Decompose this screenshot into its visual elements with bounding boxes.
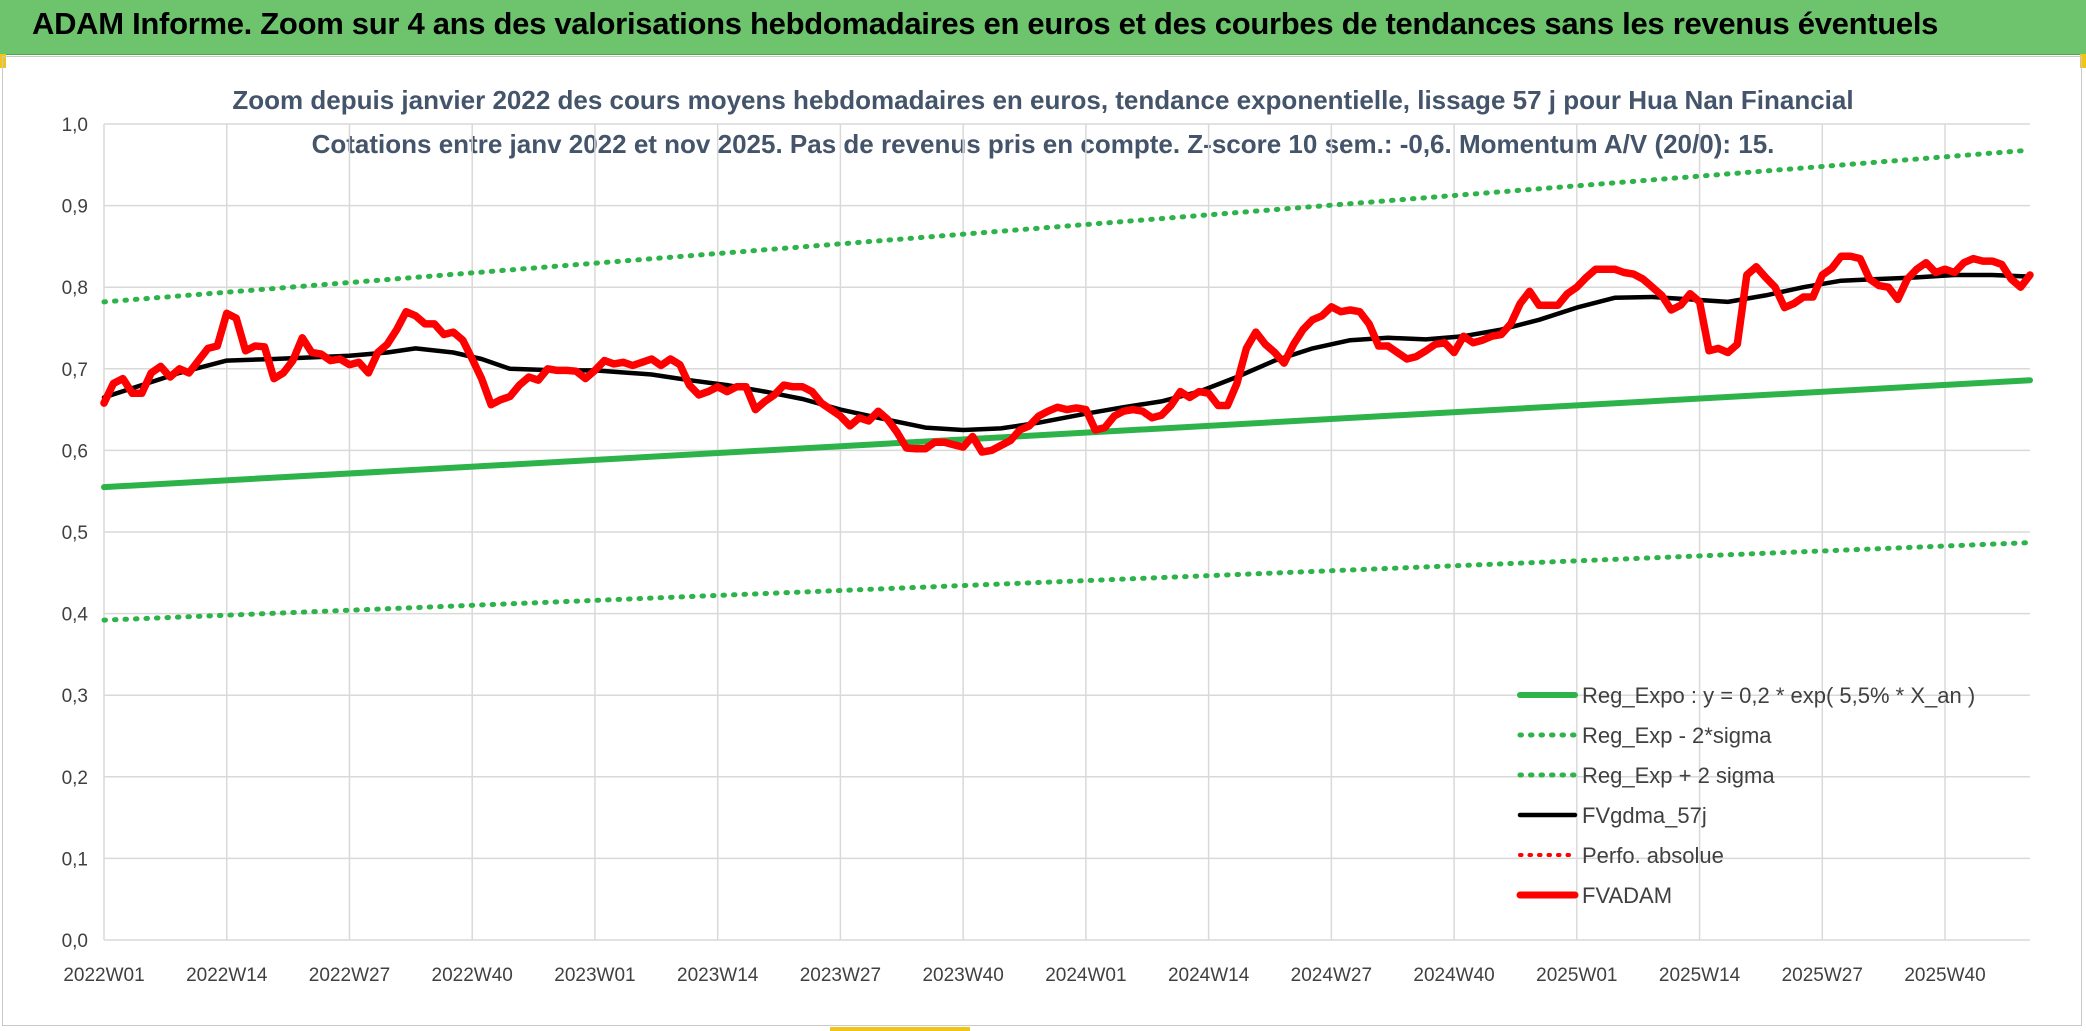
- series: [100, 147, 2034, 623]
- y-tick-label: 0,1: [62, 849, 88, 870]
- y-tick-label: 1,0: [62, 115, 88, 136]
- y-axis-ticks: 0,0 0,1 0,2 0,3 0,4 0,5 0,6 0,7 0,8 0,9 1,0: [62, 115, 89, 952]
- chart-frame: [2, 56, 2082, 1026]
- legend-label-smooth: FVgdma_57j: [1582, 803, 1707, 828]
- chart-title-line1: Zoom depuis janvier 2022 des cours moyen…: [232, 85, 1853, 115]
- x-tick-label: 2022W14: [186, 965, 268, 986]
- gridlines: [103, 123, 2030, 941]
- y-tick-label: 0,5: [62, 523, 88, 544]
- legend-label-minus: Reg_Exp - 2*sigma: [1582, 723, 1772, 748]
- x-tick-label: 2025W27: [1782, 965, 1863, 986]
- corner-accent-right: [2080, 54, 2086, 68]
- x-tick-label: 2024W14: [1168, 965, 1250, 986]
- y-tick-label: 0,0: [62, 931, 88, 952]
- x-tick-label: 2023W14: [677, 965, 759, 986]
- legend: Reg_Expo : y = 0,2 * exp( 5,5% * X_an ) R…: [1516, 683, 1975, 908]
- header-bar: ADAM Informe. Zoom sur 4 ans des valoris…: [0, 0, 2086, 55]
- x-tick-label: 2025W40: [1904, 965, 1985, 986]
- x-tick-label: 2022W01: [63, 965, 144, 986]
- y-tick-label: 0,3: [62, 686, 88, 707]
- bottom-accent-strip: [830, 1027, 970, 1031]
- series-line-minus: [101, 540, 2033, 623]
- corner-accent-left: [0, 54, 6, 68]
- x-tick-label: 2023W27: [800, 965, 881, 986]
- x-tick-label: 2023W01: [554, 965, 635, 986]
- legend-label-reg: Reg_Expo : y = 0,2 * exp( 5,5% * X_an ): [1582, 683, 1975, 708]
- series-line-fvadam: [100, 252, 2034, 456]
- x-tick-label: 2022W40: [432, 965, 513, 986]
- y-tick-label: 0,7: [62, 360, 88, 381]
- y-tick-label: 0,6: [62, 441, 88, 462]
- x-tick-label: 2024W40: [1413, 965, 1494, 986]
- series-line-reg: [101, 377, 2033, 491]
- series-line-plus: [101, 147, 2033, 305]
- y-tick-label: 0,8: [62, 278, 88, 299]
- legend-label-plus: Reg_Exp + 2 sigma: [1582, 763, 1775, 788]
- x-axis-ticks: 2022W01 2022W14 2022W27 2022W40 2023W01 2023W…: [63, 965, 1985, 986]
- x-tick-label: 2024W27: [1291, 965, 1372, 986]
- legend-label-fvadam: FVADAM: [1582, 883, 1672, 908]
- x-tick-label: 2024W01: [1045, 965, 1126, 986]
- x-tick-label: 2025W14: [1659, 965, 1741, 986]
- y-tick-label: 0,9: [62, 197, 88, 218]
- y-tick-label: 0,2: [62, 768, 88, 789]
- y-tick-label: 0,4: [62, 605, 89, 626]
- legend-label-perfo: Perfo. absolue: [1582, 843, 1724, 868]
- x-tick-label: 2023W40: [922, 965, 1003, 986]
- page-title: ADAM Informe. Zoom sur 4 ans des valoris…: [32, 6, 1939, 41]
- x-tick-label: 2025W01: [1536, 965, 1617, 986]
- x-tick-label: 2022W27: [309, 965, 390, 986]
- chart-title-line2: Cotations entre janv 2022 et nov 2025. P…: [312, 129, 1775, 159]
